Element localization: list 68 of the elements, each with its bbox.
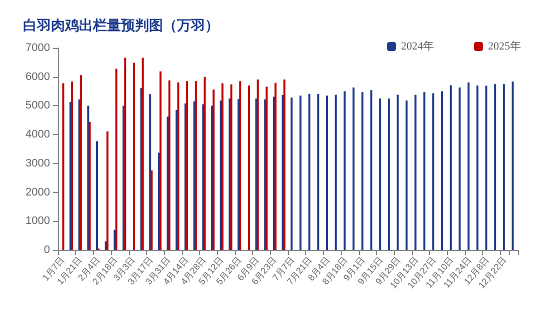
bar xyxy=(106,131,108,250)
bar xyxy=(512,81,514,250)
bar xyxy=(485,86,488,250)
bar xyxy=(274,82,277,250)
bar xyxy=(352,88,355,250)
y-tick-label: 3000 xyxy=(26,157,50,170)
y-tick-label: 2000 xyxy=(26,186,50,198)
bar xyxy=(406,100,408,250)
bar xyxy=(204,76,206,250)
bar xyxy=(186,81,188,250)
y-tick-label: 4000 xyxy=(26,128,50,141)
bar xyxy=(212,90,215,250)
bar xyxy=(326,96,328,250)
bar xyxy=(290,98,293,250)
bar xyxy=(114,230,116,250)
y-tick-label: 7000 xyxy=(26,42,50,54)
bar xyxy=(115,68,118,250)
bar xyxy=(441,91,444,250)
bar xyxy=(96,141,98,250)
bar xyxy=(132,62,135,250)
bar xyxy=(370,90,372,250)
bar xyxy=(124,58,126,250)
bar xyxy=(361,92,364,250)
bar xyxy=(255,98,258,250)
bar xyxy=(71,81,74,250)
legend-label: 2024年 xyxy=(401,40,434,52)
bar xyxy=(266,86,268,250)
bar xyxy=(228,98,231,250)
bar xyxy=(239,81,242,250)
bar xyxy=(334,94,337,250)
bar xyxy=(432,93,434,250)
bar xyxy=(494,84,496,250)
bar xyxy=(423,92,426,250)
bar xyxy=(160,71,162,250)
y-tick-label: 1000 xyxy=(26,215,50,228)
bar xyxy=(414,94,416,250)
chart-title: 白羽肉鸡出栏量预判图（万羽） xyxy=(23,18,219,34)
bar xyxy=(344,91,346,250)
y-tick-label: 5000 xyxy=(26,100,50,112)
bar xyxy=(177,82,180,250)
bar xyxy=(88,122,91,250)
bar xyxy=(248,86,250,250)
bar xyxy=(221,83,224,250)
bar xyxy=(194,81,197,250)
y-tick-label: 0 xyxy=(44,244,50,256)
bar xyxy=(502,84,505,250)
bar xyxy=(450,85,452,250)
bar xyxy=(142,58,144,250)
bar xyxy=(308,94,310,250)
bar xyxy=(468,82,470,250)
bar xyxy=(140,88,142,250)
bar xyxy=(317,94,320,250)
bar xyxy=(80,75,82,250)
bar xyxy=(283,79,286,250)
bar xyxy=(396,94,399,250)
bar xyxy=(458,88,461,250)
bar xyxy=(230,84,232,250)
y-tick-label: 6000 xyxy=(26,70,50,83)
bar xyxy=(379,98,382,250)
bar xyxy=(256,79,259,250)
bar xyxy=(476,86,478,250)
bar xyxy=(388,98,390,250)
bar xyxy=(299,96,302,250)
bar xyxy=(150,170,153,250)
bar xyxy=(87,106,90,250)
legend-label: 2025年 xyxy=(488,40,521,52)
bar xyxy=(168,80,170,250)
bar xyxy=(202,104,204,250)
